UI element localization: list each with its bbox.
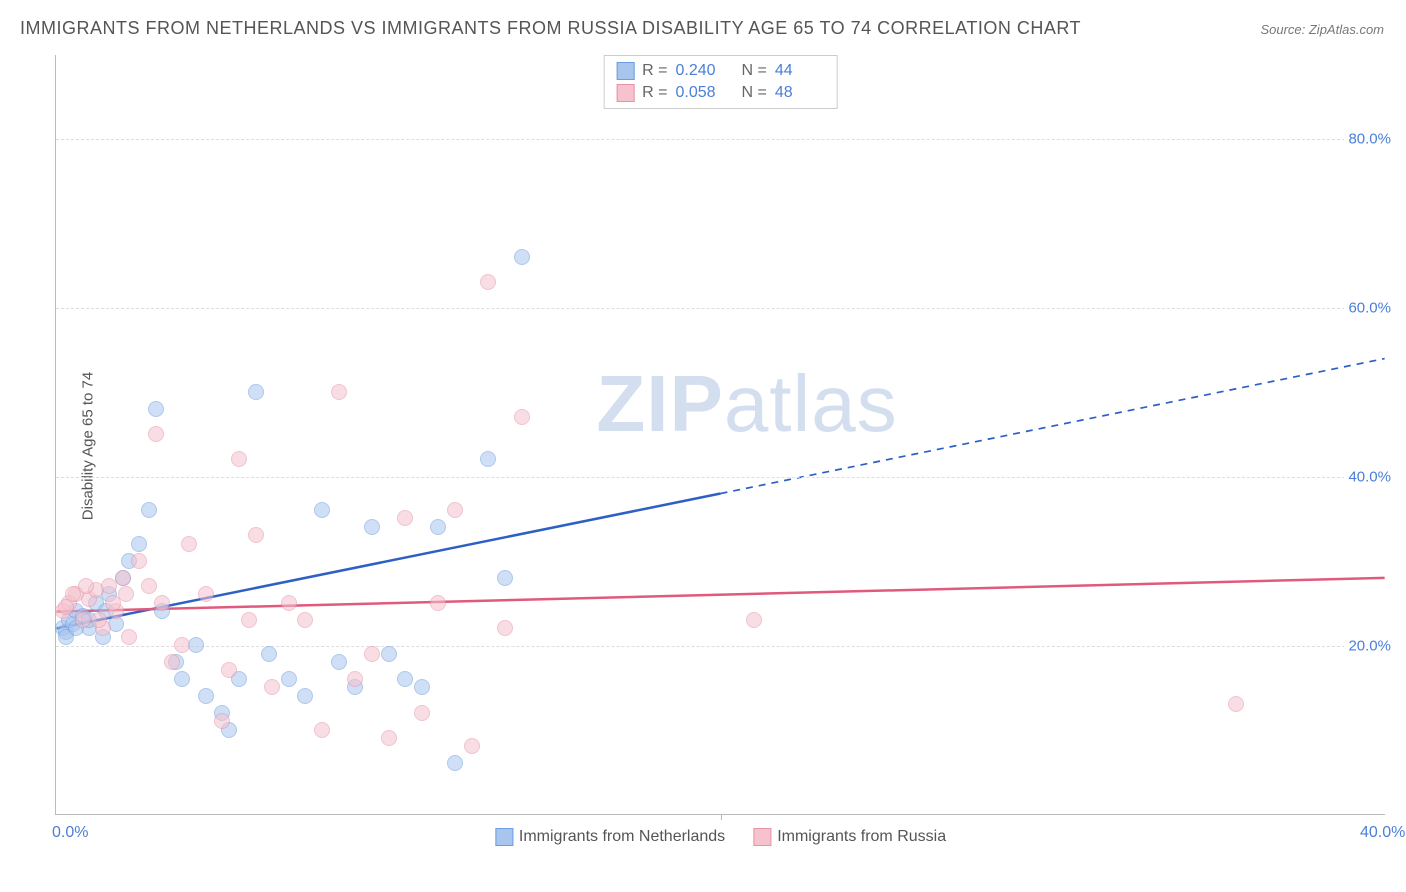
data-point <box>297 612 313 628</box>
correlation-legend: R = 0.240 N = 44 R = 0.058 N = 48 <box>603 55 838 109</box>
data-point <box>164 654 180 670</box>
legend-n-label: N = <box>742 84 767 102</box>
data-point <box>314 722 330 738</box>
data-point <box>248 384 264 400</box>
data-point <box>397 510 413 526</box>
data-point <box>248 527 264 543</box>
legend-n-label: N = <box>742 62 767 80</box>
source-attribution: Source: ZipAtlas.com <box>1260 22 1384 37</box>
data-point <box>141 578 157 594</box>
data-point <box>121 629 137 645</box>
gridline <box>56 477 1385 478</box>
regression-line-solid <box>56 578 1384 612</box>
x-tick-label: 40.0% <box>1360 824 1405 842</box>
data-point <box>430 519 446 535</box>
data-point <box>241 612 257 628</box>
legend-r-value: 0.240 <box>676 62 726 80</box>
data-point <box>514 409 530 425</box>
data-point <box>148 401 164 417</box>
data-point <box>1228 696 1244 712</box>
data-point <box>447 755 463 771</box>
data-point <box>141 502 157 518</box>
data-point <box>414 705 430 721</box>
x-tick <box>721 814 722 820</box>
data-point <box>381 730 397 746</box>
data-point <box>174 671 190 687</box>
data-point <box>497 620 513 636</box>
data-point <box>131 536 147 552</box>
data-point <box>264 679 280 695</box>
data-point <box>181 536 197 552</box>
regression-lines-layer <box>56 55 1385 814</box>
data-point <box>297 688 313 704</box>
correlation-legend-row: R = 0.240 N = 44 <box>616 60 825 82</box>
data-point <box>154 595 170 611</box>
data-point <box>364 519 380 535</box>
data-point <box>174 637 190 653</box>
data-point <box>480 451 496 467</box>
series-legend-item: Immigrants from Russia <box>753 828 946 846</box>
series-legend-label: Immigrants from Russia <box>777 828 946 846</box>
data-point <box>480 274 496 290</box>
legend-r-label: R = <box>642 62 667 80</box>
y-tick-label: 40.0% <box>1344 469 1395 486</box>
gridline <box>56 139 1385 140</box>
data-point <box>314 502 330 518</box>
legend-swatch <box>495 828 513 846</box>
data-point <box>497 570 513 586</box>
data-point <box>231 451 247 467</box>
data-point <box>281 595 297 611</box>
legend-swatch <box>753 828 771 846</box>
data-point <box>198 688 214 704</box>
data-point <box>214 713 230 729</box>
series-legend: Immigrants from Netherlands Immigrants fr… <box>495 828 946 846</box>
watermark-light: atlas <box>724 359 898 448</box>
data-point <box>118 586 134 602</box>
data-point <box>331 384 347 400</box>
data-point <box>381 646 397 662</box>
data-point <box>261 646 277 662</box>
data-point <box>75 612 91 628</box>
data-point <box>430 595 446 611</box>
watermark: ZIPatlas <box>596 358 897 450</box>
gridline <box>56 308 1385 309</box>
data-point <box>464 738 480 754</box>
correlation-legend-row: R = 0.058 N = 48 <box>616 82 825 104</box>
legend-r-label: R = <box>642 84 667 102</box>
chart-title: IMMIGRANTS FROM NETHERLANDS VS IMMIGRANT… <box>20 18 1081 39</box>
scatter-plot-area: R =0.240N =44R =0.058N =48 ZIPatlas Immi… <box>55 55 1385 815</box>
data-point <box>364 646 380 662</box>
data-point <box>131 553 147 569</box>
regression-line-dashed <box>721 359 1385 494</box>
data-point <box>414 679 430 695</box>
data-point <box>447 502 463 518</box>
y-tick-label: 80.0% <box>1344 131 1395 148</box>
gridline <box>56 646 1385 647</box>
data-point <box>514 249 530 265</box>
y-tick-label: 20.0% <box>1344 638 1395 655</box>
legend-n-value: 44 <box>775 62 825 80</box>
y-tick-label: 60.0% <box>1344 300 1395 317</box>
data-point <box>148 426 164 442</box>
data-point <box>78 578 94 594</box>
legend-r-value: 0.058 <box>676 84 726 102</box>
data-point <box>746 612 762 628</box>
data-point <box>198 586 214 602</box>
data-point <box>115 570 131 586</box>
series-legend-item: Immigrants from Netherlands <box>495 828 725 846</box>
data-point <box>347 671 363 687</box>
data-point <box>281 671 297 687</box>
legend-n-value: 48 <box>775 84 825 102</box>
data-point <box>331 654 347 670</box>
watermark-bold: ZIP <box>596 359 723 448</box>
legend-swatch <box>616 84 634 102</box>
data-point <box>221 662 237 678</box>
legend-swatch <box>616 62 634 80</box>
series-legend-label: Immigrants from Netherlands <box>519 828 725 846</box>
data-point <box>397 671 413 687</box>
data-point <box>91 612 107 628</box>
x-tick-label: 0.0% <box>52 824 88 842</box>
